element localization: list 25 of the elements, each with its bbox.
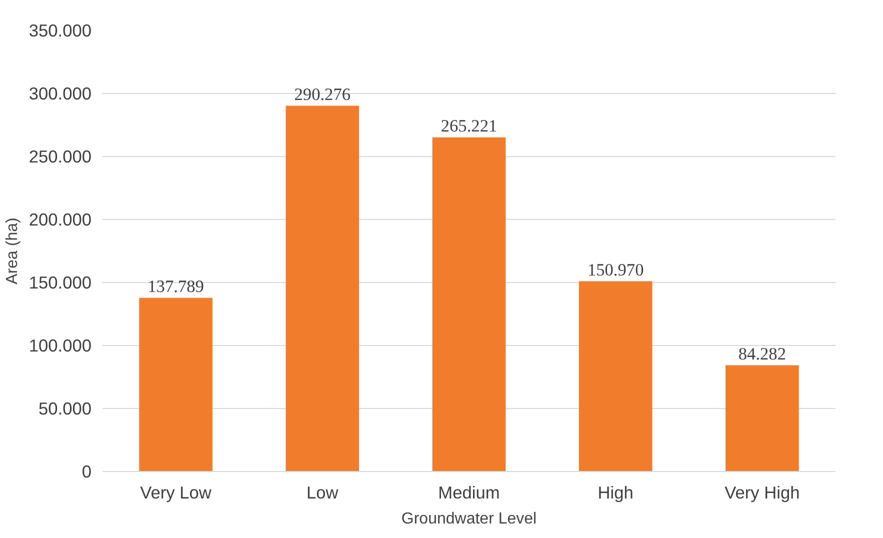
y-tick-label: 0 (82, 462, 92, 482)
data-label: 150.970 (587, 260, 644, 280)
y-tick-label: 200.000 (28, 210, 92, 230)
data-label: 265.221 (440, 116, 498, 136)
y-tick-label: 150.000 (28, 272, 92, 292)
y-axis-title: Area (ha) (4, 218, 21, 284)
data-label: 290.276 (294, 84, 351, 104)
x-tick-label: Medium (438, 482, 500, 502)
bar (432, 137, 506, 472)
bar (139, 298, 212, 472)
y-tick-label: 300.000 (28, 84, 92, 104)
x-tick-label: Very High (724, 482, 800, 502)
x-axis-title: Groundwater Level (401, 510, 537, 528)
data-label: 137.789 (148, 276, 204, 296)
y-tick-label: 50.000 (38, 398, 92, 418)
bar (286, 106, 360, 472)
data-label: 84.282 (738, 344, 786, 364)
y-tick-label: 350.000 (28, 20, 92, 40)
x-tick-label: Very Low (140, 482, 212, 502)
x-tick-label: High (598, 482, 634, 502)
y-tick-label: 100.000 (28, 336, 92, 356)
y-tick-label: 250.000 (28, 146, 92, 166)
bar (578, 281, 652, 472)
bar (726, 365, 799, 472)
x-tick-label: Low (306, 482, 339, 502)
